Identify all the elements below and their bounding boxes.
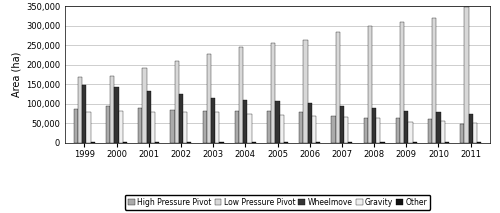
Bar <box>340 106 344 143</box>
Bar <box>404 111 408 143</box>
Bar <box>243 100 248 143</box>
Bar <box>396 118 400 143</box>
Bar <box>271 43 276 143</box>
Bar <box>138 108 142 143</box>
Bar <box>368 26 372 143</box>
Bar <box>464 7 468 143</box>
Bar <box>445 142 449 143</box>
Bar <box>118 111 123 143</box>
Bar <box>179 94 183 143</box>
Bar <box>312 116 316 143</box>
Bar <box>235 111 239 143</box>
Bar <box>211 98 215 143</box>
Bar <box>183 112 187 143</box>
Bar <box>380 142 384 143</box>
Bar <box>174 61 179 143</box>
Bar <box>344 117 348 143</box>
Bar <box>142 68 146 143</box>
Bar <box>146 91 151 143</box>
Bar <box>202 111 207 143</box>
Bar <box>412 142 417 143</box>
Bar <box>106 106 110 143</box>
Bar <box>239 47 243 143</box>
Bar <box>276 101 280 143</box>
Bar <box>316 142 320 143</box>
Bar <box>74 109 78 143</box>
Bar <box>376 118 380 143</box>
Bar <box>348 142 352 143</box>
Bar <box>468 114 473 143</box>
Bar <box>477 142 481 143</box>
Bar <box>336 33 340 143</box>
Bar <box>155 142 159 143</box>
Bar <box>428 119 432 143</box>
Bar <box>372 108 376 143</box>
Bar <box>220 142 224 143</box>
Bar <box>78 77 82 143</box>
Bar <box>252 142 256 143</box>
Bar <box>248 114 252 143</box>
Bar <box>151 112 155 143</box>
Bar <box>304 40 308 143</box>
Bar <box>436 112 440 143</box>
Bar <box>207 54 211 143</box>
Bar <box>90 142 95 143</box>
Bar <box>86 112 90 143</box>
Bar <box>123 142 127 143</box>
Bar <box>440 121 445 143</box>
Bar <box>332 116 336 143</box>
Bar <box>187 142 192 143</box>
Bar <box>460 124 464 143</box>
Bar <box>267 111 271 143</box>
Bar <box>473 123 477 143</box>
Bar <box>308 103 312 143</box>
Y-axis label: Area (ha): Area (ha) <box>12 52 22 97</box>
Bar <box>215 112 220 143</box>
Bar <box>408 122 412 143</box>
Bar <box>400 22 404 143</box>
Bar <box>82 85 86 143</box>
Bar <box>364 118 368 143</box>
Bar <box>114 87 118 143</box>
Legend: High Pressure Pivot, Low Pressure Pivot, Wheelmove, Gravity, Other: High Pressure Pivot, Low Pressure Pivot,… <box>125 195 430 210</box>
Bar <box>432 18 436 143</box>
Bar <box>170 110 174 143</box>
Bar <box>110 76 114 143</box>
Bar <box>280 115 284 143</box>
Bar <box>299 112 304 143</box>
Bar <box>284 142 288 143</box>
